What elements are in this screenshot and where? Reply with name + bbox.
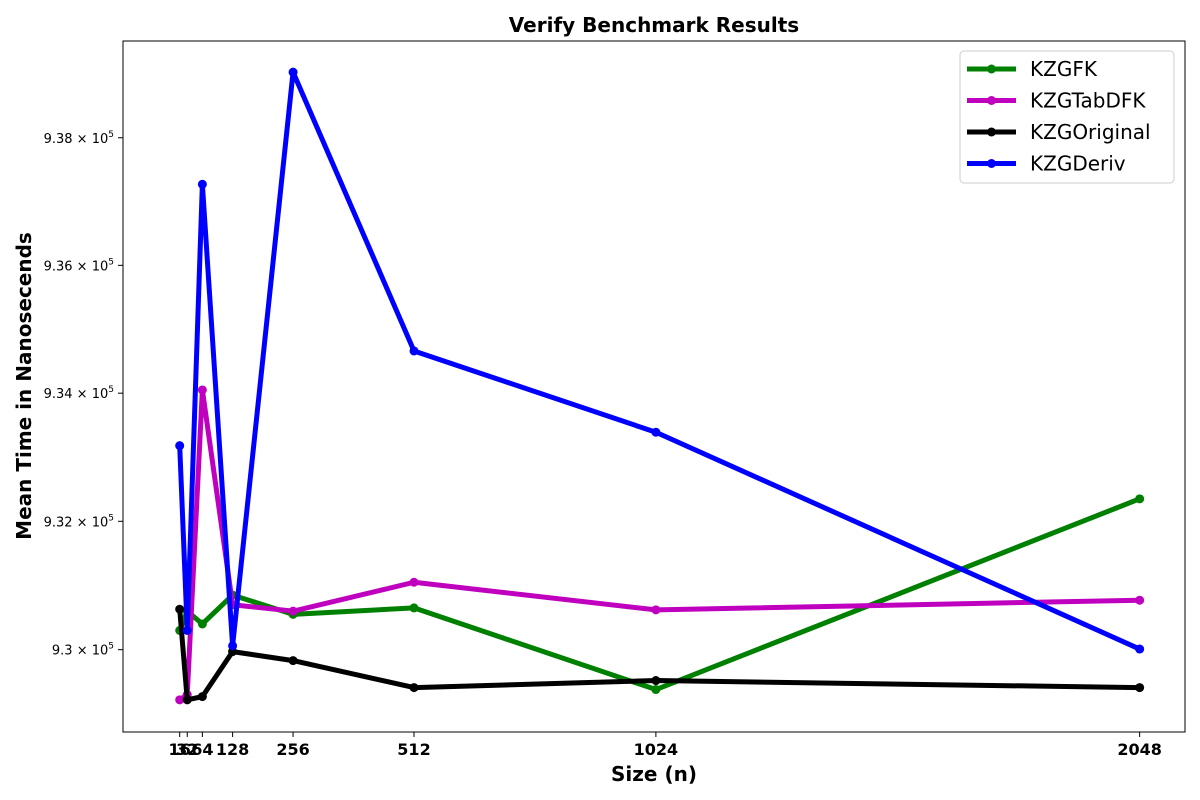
data-point-kzgtabdfk: [1135, 595, 1145, 605]
data-point-kzgderiv: [651, 427, 661, 437]
data-point-kzgoriginal: [1135, 683, 1145, 693]
x-tick-label: 2048: [1117, 740, 1162, 759]
data-point-kzgderiv: [409, 346, 419, 356]
legend-item-kzgfk: KZGFK: [967, 57, 1098, 81]
y-axis-label: Mean Time in Nanosecends: [12, 232, 36, 540]
plot-frame: [122, 40, 1186, 733]
legend-item-kzgtabdfk: KZGTabDFK: [967, 89, 1146, 113]
series-kzgderiv: [175, 67, 1145, 654]
data-point-kzgoriginal: [288, 656, 298, 666]
data-point-kzgoriginal: [197, 692, 207, 702]
data-point-kzgderiv: [1135, 644, 1145, 654]
x-tick-label: 512: [397, 740, 430, 759]
y-tick-label: 9.34 × 105: [44, 385, 114, 402]
series-kzgoriginal: [175, 604, 1145, 705]
x-tick-label: 16: [169, 740, 191, 759]
x-tick-label: 128: [216, 740, 249, 759]
x-tick-label: 1024: [634, 740, 679, 759]
data-point-kzgfk: [197, 619, 207, 629]
y-axis: 9.3 × 105 9.32 × 105 9.34 × 105 9.36 × 105 9…: [44, 130, 123, 659]
data-point-kzgderiv: [182, 625, 192, 635]
y-tick-label: 9.36 × 105: [44, 257, 114, 274]
legend-item-kzgoriginal: KZGOriginal: [967, 120, 1151, 144]
x-tick-label: 256: [276, 740, 309, 759]
series-lines: [175, 67, 1145, 705]
data-point-kzgderiv: [288, 67, 298, 77]
data-point-kzgderiv: [175, 441, 185, 451]
legend-marker: [987, 159, 996, 168]
legend: KZGFK KZGTabDFK KZGOriginal KZGDeriv: [959, 50, 1175, 184]
data-point-kzgfk: [1135, 494, 1145, 504]
y-tick-label: 9.38 × 105: [44, 130, 114, 147]
data-point-kzgderiv: [197, 179, 207, 189]
x-tick-label: 32: [176, 740, 198, 759]
legend-marker: [987, 96, 996, 105]
y-tick-label: 9.32 × 105: [44, 513, 114, 530]
data-point-kzgtabdfk: [175, 695, 185, 705]
legend-item-kzgderiv: KZGDeriv: [967, 152, 1126, 176]
plot-area: [122, 40, 1186, 733]
legend-marker: [987, 127, 996, 137]
legend-label: KZGOriginal: [1030, 120, 1151, 144]
x-axis-label: Size (n): [611, 762, 697, 786]
legend-label: KZGTabDFK: [1030, 89, 1146, 113]
data-point-kzgfk: [651, 685, 661, 695]
legend-label: KZGDeriv: [1030, 152, 1126, 176]
series-line-kzgtabdfk: [177, 387, 1143, 703]
series-line-kzgderiv: [177, 69, 1143, 652]
data-point-kzgtabdfk: [651, 605, 661, 615]
data-point-kzgtabdfk: [197, 385, 207, 395]
legend-marker: [987, 64, 996, 74]
data-point-kzgfk: [409, 603, 419, 613]
series-kzgtabdfk: [175, 385, 1145, 705]
legend-label: KZGFK: [1030, 57, 1098, 81]
data-point-kzgtabdfk: [288, 606, 298, 616]
x-tick-label: 64: [191, 740, 213, 759]
data-point-kzgtabdfk: [409, 577, 419, 587]
legend-frame: [959, 50, 1175, 184]
y-tick-label: 9.3 × 105: [52, 642, 114, 659]
chart-title: Verify Benchmark Results: [509, 13, 799, 37]
data-point-kzgoriginal: [651, 676, 661, 686]
data-point-kzgoriginal: [175, 604, 185, 614]
data-point-kzgderiv: [228, 641, 238, 651]
data-point-kzgoriginal: [182, 695, 192, 705]
data-point-kzgoriginal: [409, 683, 419, 693]
